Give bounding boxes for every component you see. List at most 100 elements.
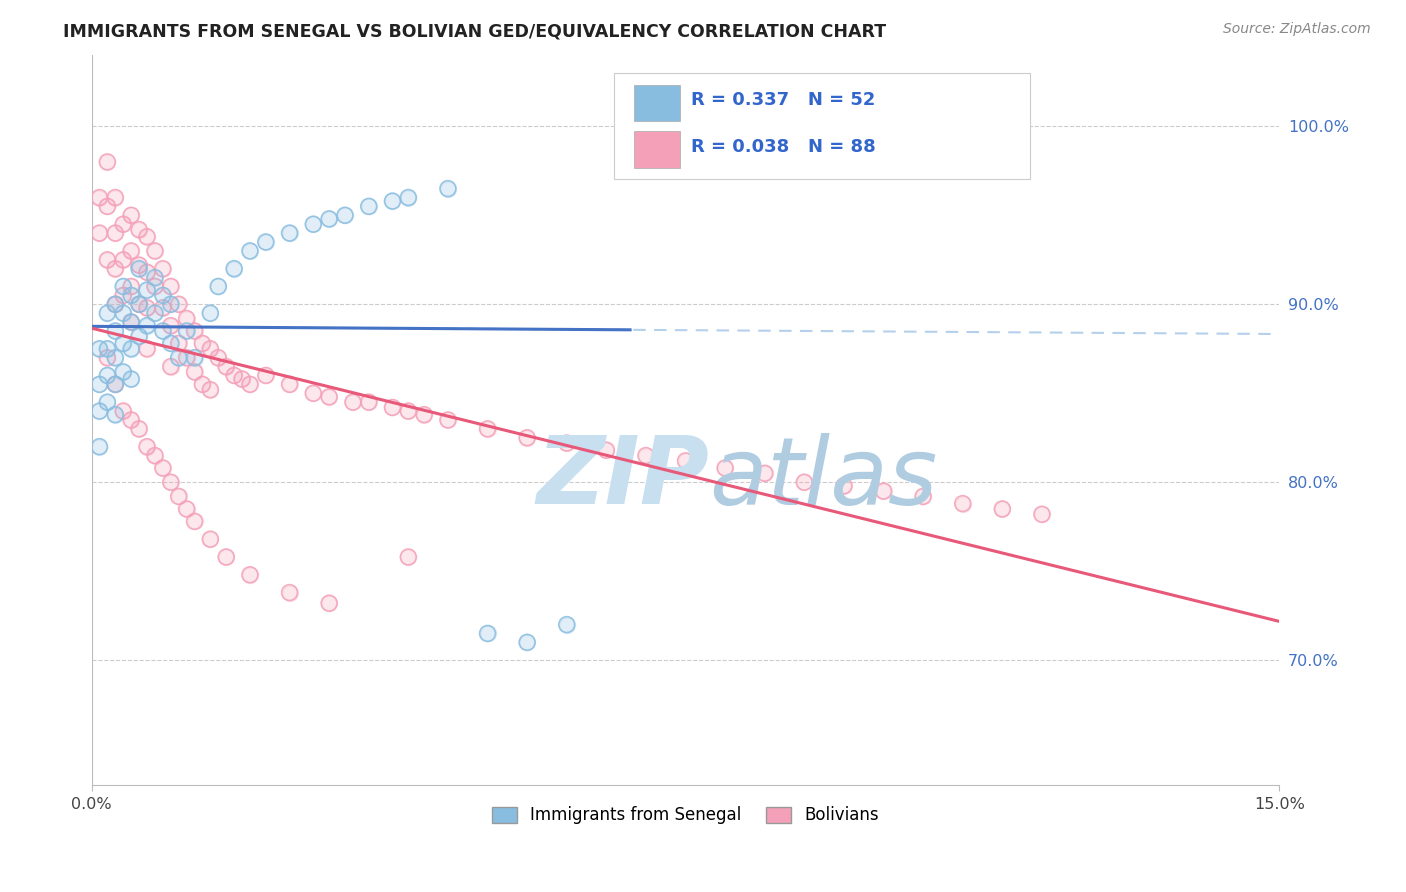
Point — [200, 306, 222, 320]
Point — [333, 208, 356, 222]
Point — [318, 211, 340, 226]
Point — [183, 365, 205, 379]
Point — [634, 449, 657, 463]
Point — [104, 297, 127, 311]
Point — [89, 342, 111, 356]
Point — [159, 279, 181, 293]
Point — [89, 226, 111, 240]
Point — [381, 401, 404, 415]
Point — [96, 252, 118, 267]
Point — [120, 342, 142, 356]
Point — [136, 229, 159, 244]
Point — [595, 443, 617, 458]
Point — [167, 351, 190, 365]
Point — [128, 297, 150, 311]
Point — [104, 297, 127, 311]
Point — [318, 390, 340, 404]
Point — [143, 306, 166, 320]
Point — [254, 235, 277, 249]
Point — [120, 342, 142, 356]
Point — [104, 261, 127, 276]
Point — [136, 265, 159, 279]
Point — [254, 368, 277, 383]
Point — [112, 306, 135, 320]
Point — [104, 226, 127, 240]
Point — [128, 261, 150, 276]
Point — [159, 318, 181, 333]
Point — [104, 408, 127, 422]
Point — [159, 475, 181, 490]
Point — [152, 301, 174, 315]
Point — [872, 484, 894, 499]
Point — [120, 244, 142, 258]
Point — [104, 377, 127, 392]
Point — [278, 585, 301, 599]
Point — [516, 635, 538, 649]
Point — [152, 324, 174, 338]
Point — [516, 431, 538, 445]
Point — [96, 342, 118, 356]
FancyBboxPatch shape — [614, 73, 1031, 179]
Point — [159, 318, 181, 333]
Point — [176, 311, 198, 326]
Point — [128, 297, 150, 311]
Point — [96, 199, 118, 213]
Point — [477, 422, 499, 436]
Point — [104, 297, 127, 311]
Point — [143, 449, 166, 463]
Point — [437, 181, 460, 195]
Point — [120, 315, 142, 329]
Point — [239, 567, 262, 582]
Point — [619, 137, 641, 152]
Point — [136, 440, 159, 454]
Point — [120, 372, 142, 386]
Point — [143, 270, 166, 285]
Point — [318, 596, 340, 610]
Point — [120, 208, 142, 222]
Point — [183, 365, 205, 379]
Point — [128, 258, 150, 272]
Point — [152, 261, 174, 276]
Point — [136, 318, 159, 333]
Point — [112, 252, 135, 267]
Point — [278, 585, 301, 599]
Point — [128, 422, 150, 436]
Point — [215, 359, 238, 374]
Point — [413, 408, 436, 422]
Point — [183, 324, 205, 338]
Point — [207, 279, 229, 293]
Point — [89, 377, 111, 392]
Point — [120, 315, 142, 329]
Point — [278, 226, 301, 240]
Point — [437, 413, 460, 427]
Point — [136, 440, 159, 454]
Point — [176, 502, 198, 516]
Point — [224, 368, 246, 383]
Point — [136, 342, 159, 356]
Point — [152, 461, 174, 475]
Point — [396, 190, 419, 204]
Point — [278, 226, 301, 240]
Point — [167, 490, 190, 504]
Point — [754, 467, 776, 481]
Text: atlas: atlas — [709, 433, 938, 524]
Point — [215, 359, 238, 374]
Point — [112, 306, 135, 320]
Point — [357, 395, 380, 409]
Point — [675, 454, 697, 468]
Point — [516, 431, 538, 445]
Point — [120, 288, 142, 302]
Point — [96, 155, 118, 169]
Point — [1031, 508, 1053, 522]
Point — [152, 288, 174, 302]
Point — [120, 279, 142, 293]
Point — [396, 549, 419, 564]
Point — [207, 351, 229, 365]
Point — [136, 283, 159, 297]
Point — [200, 532, 222, 546]
Point — [239, 244, 262, 258]
Point — [167, 351, 190, 365]
Point — [96, 395, 118, 409]
Point — [333, 208, 356, 222]
Point — [96, 351, 118, 365]
